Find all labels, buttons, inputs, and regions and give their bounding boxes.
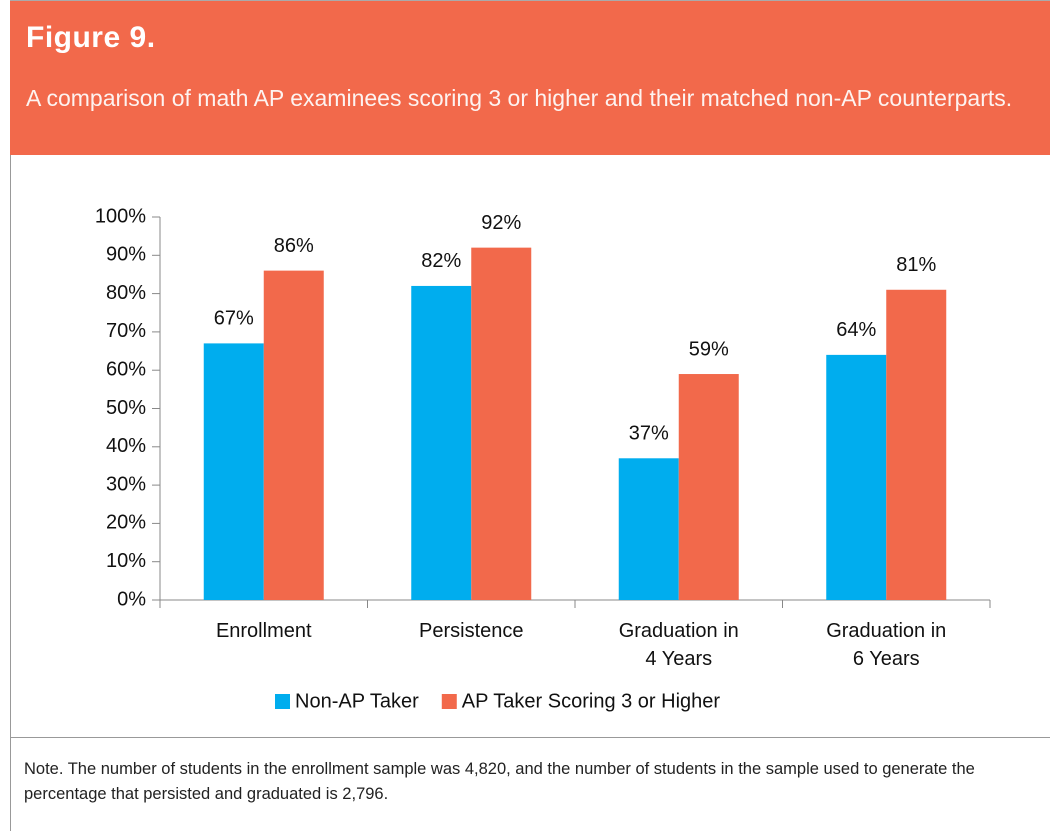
y-tick-label: 100% bbox=[95, 205, 146, 227]
bar bbox=[263, 270, 324, 600]
x-tick-label: Graduation in 4 Years bbox=[619, 620, 739, 670]
y-tick-label: 30% bbox=[106, 473, 146, 495]
data-label: 67% bbox=[214, 308, 254, 330]
y-tick-label: 40% bbox=[106, 435, 146, 457]
y-tick-label: 10% bbox=[106, 550, 146, 572]
header: Figure 9. A comparison of math AP examin… bbox=[10, 0, 1050, 155]
bar bbox=[471, 247, 532, 600]
data-label: 37% bbox=[629, 423, 669, 445]
data-label: 82% bbox=[421, 250, 461, 272]
legend-label: AP Taker Scoring 3 or Higher bbox=[462, 690, 721, 712]
x-tick-label: Graduation in 6 Years bbox=[826, 620, 946, 670]
data-label: 64% bbox=[836, 319, 876, 341]
y-tick-label: 20% bbox=[106, 512, 146, 534]
legend-label: Non-AP Taker bbox=[295, 690, 419, 712]
y-tick-label: 50% bbox=[106, 397, 146, 419]
bar bbox=[678, 374, 739, 600]
bar bbox=[203, 343, 264, 600]
y-tick-label: 90% bbox=[106, 244, 146, 266]
y-tick-label: 80% bbox=[106, 282, 146, 304]
note: Note. The number of students in the enro… bbox=[24, 760, 975, 803]
data-label: 86% bbox=[274, 235, 314, 257]
data-label: 92% bbox=[481, 212, 521, 234]
figure-title: Figure 9. bbox=[26, 21, 156, 54]
bar bbox=[411, 285, 472, 600]
y-tick-label: 70% bbox=[106, 320, 146, 342]
bar bbox=[826, 354, 887, 600]
x-tick-label: Enrollment bbox=[216, 620, 312, 642]
y-tick-label: 60% bbox=[106, 358, 146, 380]
bar bbox=[618, 458, 679, 600]
x-tick-label: Persistence bbox=[419, 620, 524, 642]
legend-swatch bbox=[275, 694, 290, 709]
data-label: 59% bbox=[689, 338, 729, 360]
y-tick-label: 0% bbox=[117, 588, 146, 610]
bar bbox=[886, 289, 947, 600]
chart-frame bbox=[10, 155, 1050, 831]
legend-swatch bbox=[441, 694, 457, 709]
figure-subtitle: A comparison of math AP examinees scorin… bbox=[26, 85, 1013, 111]
separator bbox=[10, 737, 1050, 738]
data-label: 81% bbox=[896, 254, 936, 276]
